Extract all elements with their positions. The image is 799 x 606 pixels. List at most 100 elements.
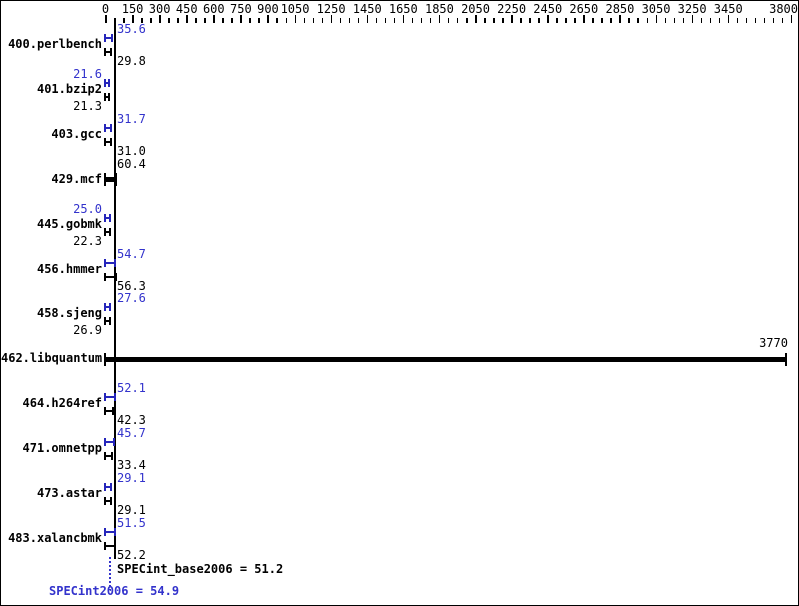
x-axis-tick-label: 1850 (424, 2, 454, 16)
x-axis-minor-tick (520, 18, 522, 23)
x-axis-minor-tick (574, 18, 576, 23)
x-axis-minor-tick (429, 18, 432, 23)
x-axis-minor-tick (781, 18, 784, 23)
benchmark-label: 445.gobmk (36, 216, 102, 231)
bar-line (105, 275, 116, 278)
bar-end-cap (110, 452, 113, 461)
x-axis-minor-tick (249, 18, 251, 23)
bar-end-cap (110, 137, 113, 146)
x-axis-minor-tick (502, 18, 504, 23)
x-axis-minor-tick (529, 18, 531, 23)
x-axis-minor-tick (556, 18, 558, 23)
x-axis-minor-tick (393, 18, 396, 23)
x-axis-tick (213, 15, 215, 23)
x-axis-minor-tick (601, 18, 603, 23)
base-mean-label: SPECint_base2006 = 51.2 (117, 562, 284, 576)
x-axis-minor-tick (646, 18, 648, 23)
base-mean-line (113, 21, 116, 559)
bar-end-cap (109, 483, 112, 491)
x-axis-minor-tick (123, 18, 125, 23)
x-axis-tick-label: 150 (121, 2, 144, 16)
benchmark-label: 471.omnetpp (22, 441, 102, 456)
x-axis-tick-label: 1050 (280, 2, 310, 16)
benchmark-label: 403.gcc (51, 126, 102, 141)
x-axis-tick (619, 15, 621, 23)
bar-line (105, 500, 111, 502)
x-axis-tick-label: 3250 (677, 2, 707, 16)
single-value: 3770 (759, 336, 788, 351)
base-value: 31.0 (117, 143, 146, 158)
peak-value: 31.7 (117, 111, 146, 126)
x-axis-minor-tick (628, 18, 630, 23)
bar-end-cap (108, 78, 111, 87)
x-axis-tick (655, 15, 658, 23)
bar-start-cap (104, 303, 106, 312)
x-axis-tick (790, 15, 793, 23)
bar-start-cap (104, 213, 106, 222)
bar-end-cap (112, 438, 115, 447)
x-axis-tick (186, 15, 188, 23)
x-axis-minor-tick (204, 18, 206, 23)
bar-start-cap (104, 541, 106, 550)
x-axis-minor-tick (222, 18, 224, 23)
benchmark-label: 429.mcf (51, 171, 102, 186)
bar-start-cap (104, 352, 106, 366)
bar-line (105, 455, 112, 458)
x-axis-tick (294, 15, 297, 23)
bar-start-cap (104, 438, 106, 447)
benchmark-label: 458.sjeng (36, 306, 102, 321)
x-axis-minor-tick (375, 18, 378, 23)
base-value: 29.8 (117, 54, 146, 68)
x-axis-tick-label: 1650 (388, 2, 418, 16)
x-axis-tick (402, 15, 405, 23)
x-axis-minor-tick (763, 18, 766, 23)
peak-value: 35.6 (117, 22, 146, 36)
x-axis-minor-tick (195, 18, 197, 23)
x-axis-minor-tick (754, 18, 757, 23)
x-axis-minor-tick (258, 18, 260, 23)
x-axis-tick (366, 15, 369, 23)
x-axis-minor-tick (718, 18, 721, 23)
bar-line (105, 216, 110, 219)
benchmark-label: 400.perlbench (8, 37, 102, 51)
x-axis-minor-tick (150, 18, 152, 23)
bar-end-cap (110, 34, 113, 42)
x-axis-minor-tick (357, 18, 360, 23)
bar-end-cap (109, 48, 112, 56)
bar-line (105, 486, 111, 488)
base-value: 21.3 (73, 98, 102, 113)
x-axis-minor-tick (745, 18, 748, 23)
x-axis-minor-tick (177, 18, 179, 23)
base-value: 29.1 (117, 503, 146, 517)
x-axis-tick (159, 15, 161, 23)
x-axis-minor-tick (141, 18, 143, 23)
bar-end-cap (110, 123, 113, 132)
x-axis-minor-tick (447, 18, 450, 23)
x-axis-minor-tick (493, 18, 495, 23)
x-axis-minor-tick (610, 18, 612, 23)
x-axis-tick (475, 15, 477, 23)
bar-start-cap (104, 527, 106, 536)
bar-start-cap (104, 227, 106, 236)
bar-line (105, 530, 115, 533)
x-axis-tick (330, 15, 333, 23)
x-axis-minor-tick (384, 18, 387, 23)
x-axis-minor-tick (664, 18, 667, 23)
bar-line (105, 177, 117, 183)
single-value: 60.4 (117, 156, 146, 171)
bar-end-cap (115, 173, 118, 187)
x-axis-minor-tick (312, 18, 315, 23)
x-axis-tick-label: 3800 (769, 2, 798, 16)
benchmark-label: 462.libquantum (1, 351, 103, 366)
benchmark-label: 456.hmmer (36, 261, 102, 276)
x-axis-tick-label: 1250 (316, 2, 346, 16)
x-axis-minor-tick (736, 18, 739, 23)
bar-end-cap (784, 352, 787, 366)
bar-line (105, 95, 110, 98)
x-axis-minor-tick (709, 18, 712, 23)
bar-end-cap (113, 541, 116, 550)
x-axis-minor-tick (303, 18, 306, 23)
bar-start-cap (104, 272, 106, 281)
x-axis-minor-tick (538, 18, 540, 23)
x-axis-minor-tick (466, 18, 468, 23)
